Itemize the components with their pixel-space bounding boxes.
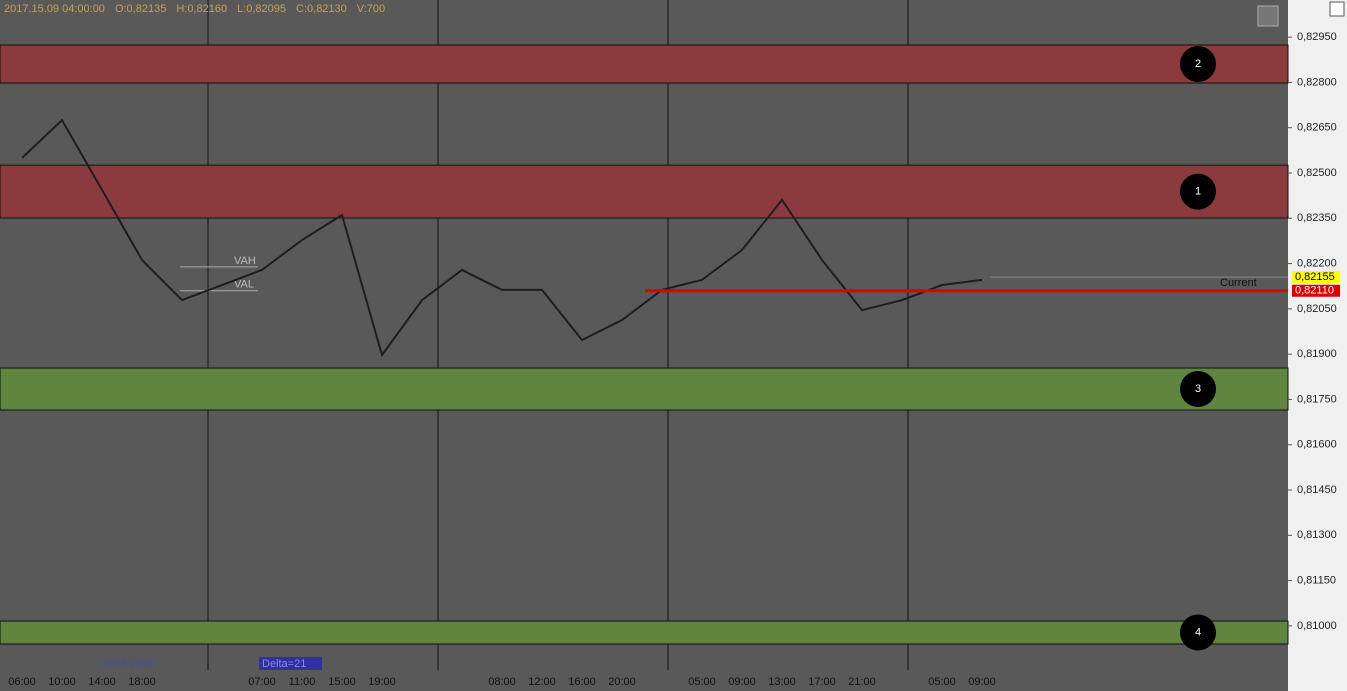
x-tick-label: 18:00 [128, 676, 156, 688]
y-tick-label: 0,81900 [1297, 348, 1337, 360]
y-tick-label: 0,82050 [1297, 303, 1337, 315]
header-text: 2017.15.09 04:00:00 [4, 3, 105, 15]
zone-label: 1 [1195, 185, 1201, 197]
zone-label: 4 [1195, 626, 1201, 638]
header-text: L:0,82095 [237, 3, 286, 15]
y-tick-label: 0,81450 [1297, 484, 1337, 496]
y-tick-label: 0,81300 [1297, 529, 1337, 541]
y-tick-label: 0,81000 [1297, 620, 1337, 632]
price-marker-label: 0,82155 [1295, 271, 1335, 283]
y-tick-label: 0,82650 [1297, 122, 1337, 134]
y-tick-label: 0,82200 [1297, 257, 1337, 269]
x-tick-label: 06:00 [8, 676, 36, 688]
zone-label: 2 [1195, 58, 1201, 70]
header-text: V:700 [357, 3, 385, 15]
x-tick-label: 16:00 [568, 676, 596, 688]
zone-badge [1180, 46, 1216, 83]
header-text: O:0,82135 [115, 3, 166, 15]
price-marker-box [1292, 284, 1340, 297]
f-button[interactable] [1329, 1, 1345, 17]
y-tick-label: 0,82500 [1297, 167, 1337, 179]
x-tick-label: 14:00 [88, 676, 116, 688]
x-tick-label: 09:00 [728, 676, 756, 688]
x-tick-label: 08:00 [488, 676, 516, 688]
y-tick-label: 0,82950 [1297, 31, 1337, 43]
zone-badge [1180, 173, 1216, 210]
axis-background [1288, 0, 1347, 691]
zone [0, 164, 1289, 219]
zone [0, 44, 1289, 84]
x-tick-label: 07:00 [248, 676, 276, 688]
price-marker-box [1292, 271, 1340, 284]
price-marker-label: 0,82110 [1295, 285, 1334, 297]
footer-delta: Delta=21 [262, 658, 306, 670]
value-area-label: VAL [234, 279, 254, 291]
y-tick-label: 0,81750 [1297, 393, 1337, 405]
x-tick-label: 15:00 [328, 676, 356, 688]
x-tick-label: 17:00 [808, 676, 836, 688]
plot-background [0, 0, 1288, 691]
y-tick-label: 0,82800 [1297, 76, 1337, 88]
x-tick-label: 05:00 [688, 676, 716, 688]
jump-button[interactable] [1257, 5, 1279, 27]
y-tick-label: 0,81600 [1297, 439, 1337, 451]
x-tick-label: 09:00 [968, 676, 996, 688]
zone-badge [1180, 371, 1216, 408]
y-tick-label: 0,82350 [1297, 212, 1337, 224]
y-tick-label: 0,81150 [1297, 575, 1336, 587]
price-line [21, 118, 983, 358]
session-lines [207, 0, 909, 670]
header-text: H:0,82160 [176, 3, 227, 15]
x-tick-label: 10:00 [48, 676, 76, 688]
footer-volume: 2574 2595 [102, 658, 154, 670]
x-tick-label: 19:00 [368, 676, 396, 688]
value-area-label: VAH [234, 255, 256, 267]
current-label: Current [1220, 277, 1257, 289]
zone [0, 620, 1289, 645]
x-tick-label: 12:00 [528, 676, 556, 688]
delta-box [259, 657, 322, 670]
x-tick-label: 13:00 [768, 676, 796, 688]
x-tick-label: 21:00 [848, 676, 876, 688]
x-tick-label: 05:00 [928, 676, 956, 688]
zone [0, 367, 1289, 411]
header-text: C:0,82130 [296, 3, 347, 15]
zone-label: 3 [1195, 383, 1201, 395]
x-tick-label: 20:00 [608, 676, 636, 688]
x-tick-label: 11:00 [289, 676, 316, 688]
zone-badge [1180, 614, 1216, 651]
